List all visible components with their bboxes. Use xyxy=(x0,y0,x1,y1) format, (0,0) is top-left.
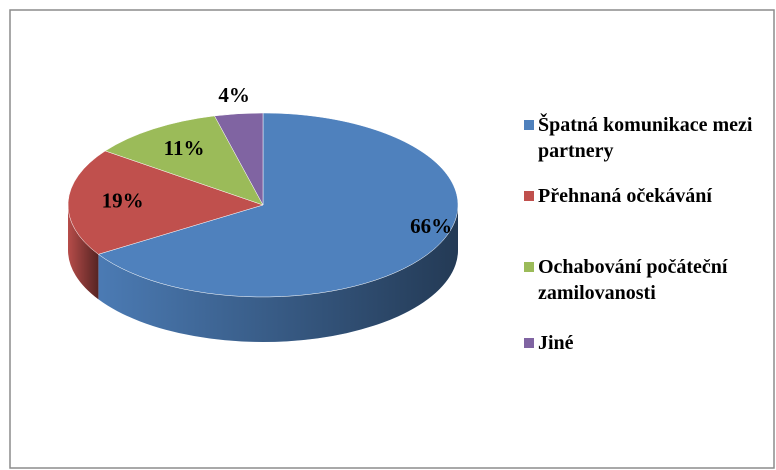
data-label: 11% xyxy=(164,136,205,160)
legend-swatch xyxy=(524,262,534,272)
legend-label: Ochabování počáteční zamilovanosti xyxy=(538,256,728,304)
legend-swatch xyxy=(524,191,534,201)
slice xyxy=(97,112,459,298)
data-label: 66% xyxy=(410,214,452,238)
legend-item: Špatná komunikace mezi partnery xyxy=(524,112,764,164)
slice xyxy=(67,150,264,255)
slice-side-shade xyxy=(98,205,459,342)
data-label: 19% xyxy=(102,189,144,213)
legend-item: Jiné xyxy=(524,330,764,356)
data-label: 4% xyxy=(218,83,250,107)
legend-label: Přehnaná očekávání xyxy=(538,185,712,207)
legend-item: Přehnaná očekávání xyxy=(524,183,764,209)
legend-swatch xyxy=(524,120,534,130)
legend-swatch xyxy=(524,338,534,348)
slice-side-shade xyxy=(68,205,99,300)
legend-item: Ochabování počáteční zamilovanosti xyxy=(524,254,764,306)
slice xyxy=(104,115,264,206)
legend-label: Špatná komunikace mezi partnery xyxy=(538,114,753,162)
legend-label: Jiné xyxy=(538,332,574,354)
slice xyxy=(214,112,264,206)
